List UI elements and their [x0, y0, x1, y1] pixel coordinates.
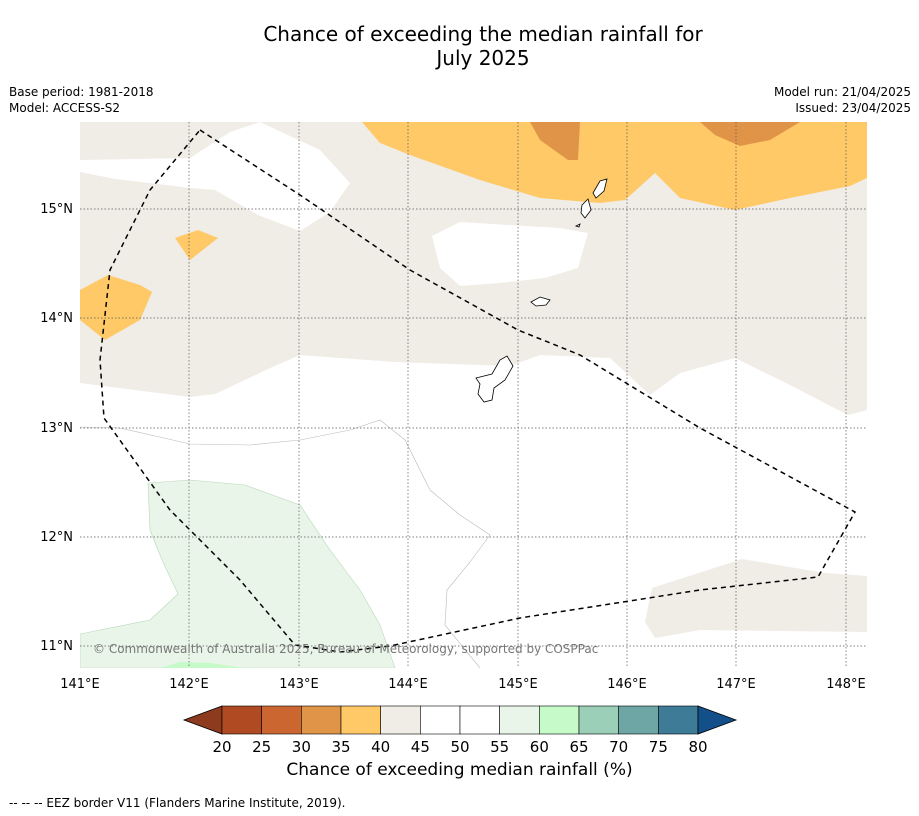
- colorbar-tick-label: 20: [212, 738, 231, 756]
- colorbar-swatch: [459, 705, 500, 735]
- lon-tick: 141°E: [60, 677, 100, 692]
- lon-tick: 144°E: [388, 677, 428, 692]
- colorbar-tick-label: 30: [292, 738, 311, 756]
- eez-border: [99, 129, 857, 653]
- colorbar-tick-label: 80: [688, 738, 707, 756]
- region-50-55-central: [432, 222, 588, 286]
- colorbar-tick-label: 25: [252, 738, 271, 756]
- colorbar-swatch: [618, 705, 659, 735]
- colorbar-swatch: [380, 705, 421, 735]
- longitude-ticks: 141°E 142°E 143°E 144°E 145°E 146°E 147°…: [60, 677, 866, 692]
- region-55-60: [80, 479, 396, 668]
- colorbar-tick-label: 35: [331, 738, 350, 756]
- graticule: [80, 122, 867, 668]
- region-50-55-north-west: [80, 122, 350, 231]
- latitude-ticks: 15°N 14°N 13°N 12°N 11°N: [40, 202, 73, 654]
- lat-tick: 11°N: [40, 639, 73, 654]
- region-30-35-a: [530, 122, 580, 160]
- base-period-model-info: Base period: 1981-2018 Model: ACCESS-S2: [9, 85, 154, 115]
- colorbar-swatch: [301, 705, 342, 735]
- guam-island: [475, 355, 514, 403]
- lon-tick: 147°E: [716, 677, 756, 692]
- colorbar: 20 25 30 35 40 45 50 55 60 65 70 75 80: [182, 705, 738, 756]
- colorbar-tick-label: 65: [569, 738, 588, 756]
- islands: [475, 178, 608, 403]
- rota-island: [530, 296, 551, 307]
- colorbar-tick-label: 70: [609, 738, 628, 756]
- copyright-text: © Commonwealth of Australia 2025, Bureau…: [93, 642, 598, 656]
- lat-tick: 13°N: [40, 421, 73, 436]
- probability-map: © Commonwealth of Australia 2025, Bureau…: [80, 122, 867, 668]
- map-title: Chance of exceeding the median rainfall …: [263, 22, 703, 70]
- lon-tick: 146°E: [607, 677, 647, 692]
- region-30-35-b: [700, 122, 800, 146]
- colorbar-swatch: [499, 705, 540, 735]
- tinian-island: [580, 198, 592, 219]
- saipan-island: [592, 178, 608, 199]
- region-60-65: [160, 662, 245, 668]
- region-35-40-west: [80, 275, 152, 340]
- colorbar-swatch: [340, 705, 381, 735]
- lon-tick: 148°E: [826, 677, 866, 692]
- lon-tick: 145°E: [498, 677, 538, 692]
- aguijan-island: [574, 223, 581, 228]
- colorbar-extend-high: [697, 705, 738, 735]
- colorbar-swatch: [658, 705, 699, 735]
- colorbar-extend-low: [182, 705, 223, 735]
- eez-footnote: -- -- -- EEZ border V11 (Flanders Marine…: [9, 796, 346, 810]
- lat-tick: 15°N: [40, 202, 73, 217]
- colorbar-title: Chance of exceeding median rainfall (%): [286, 760, 633, 780]
- colorbar-tick-label: 60: [530, 738, 549, 756]
- lat-tick: 14°N: [40, 311, 73, 326]
- colorbar-swatch: [420, 705, 461, 735]
- colorbar-swatch: [539, 705, 580, 735]
- lon-tick: 143°E: [279, 677, 319, 692]
- colorbar-tick-label: 75: [649, 738, 668, 756]
- colorbar-tick-label: 40: [371, 738, 390, 756]
- colorbar-tick-label: 55: [490, 738, 509, 756]
- region-35-40-small: [175, 230, 218, 260]
- contour-line: [80, 419, 491, 668]
- colorbar-swatch: [221, 705, 262, 735]
- colorbar-tick-label: 50: [450, 738, 469, 756]
- lat-tick: 12°N: [40, 530, 73, 545]
- colorbar-tick-label: 45: [411, 738, 430, 756]
- lon-tick: 142°E: [169, 677, 209, 692]
- model-run-issued-info: Model run: 21/04/2025 Issued: 23/04/2025: [773, 85, 911, 115]
- colorbar-swatch: [261, 705, 302, 735]
- colorbar-swatch: [578, 705, 619, 735]
